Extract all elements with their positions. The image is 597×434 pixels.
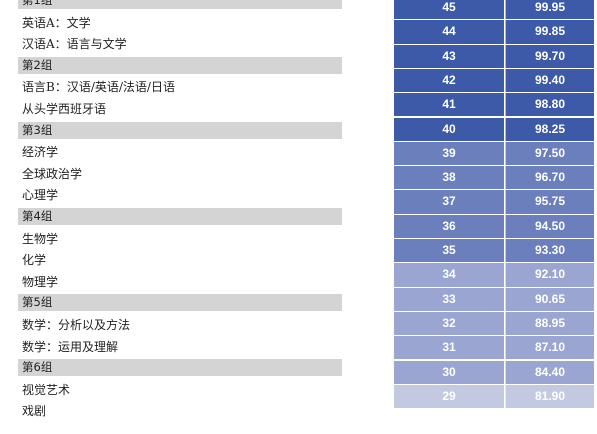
subject-item: 数学：分析以及方法 <box>22 318 131 332</box>
score-cell: 38 <box>394 166 504 190</box>
percentile-cell: 97.50 <box>505 141 594 166</box>
score-cell: 33 <box>394 287 504 311</box>
percentile-cell: 81.90 <box>505 384 594 409</box>
table-row: 41 98.80 <box>394 93 594 117</box>
score-cell: 31 <box>394 336 504 360</box>
score-cell: 42 <box>394 68 504 93</box>
subject-item: 心理学 <box>22 188 59 203</box>
table-row: 43 99.70 <box>394 44 594 68</box>
percentile-cell: 96.70 <box>505 166 594 190</box>
percentile-cell: 90.65 <box>505 287 594 311</box>
table-row: 35 93.30 <box>394 239 594 263</box>
group-header: 第5组 <box>18 294 342 312</box>
table-row: 45 99.95 <box>394 0 594 20</box>
subject-item: 语言B：汉语/英语/法语/日语 <box>22 80 175 95</box>
percentile-cell: 88.95 <box>505 311 594 336</box>
subject-item: 物理学 <box>22 274 59 289</box>
percentile-cell: 93.30 <box>505 239 594 263</box>
table-row: 44 99.85 <box>394 20 594 44</box>
subject-item: 经济学 <box>22 145 59 160</box>
percentile-cell: 95.75 <box>505 190 594 214</box>
table-row: 32 88.95 <box>394 311 594 336</box>
score-cell: 34 <box>394 263 504 287</box>
score-cell: 32 <box>394 311 504 336</box>
score-cell: 29 <box>394 384 504 409</box>
table-row: 29 81.90 <box>394 384 594 409</box>
percentile-cell: 87.10 <box>505 336 594 360</box>
table-row: 42 99.40 <box>394 68 594 93</box>
subject-item: 英语A：文学 <box>22 15 91 30</box>
score-cell: 43 <box>394 44 504 68</box>
subject-item: 汉语A：语言与文学 <box>22 37 127 52</box>
subject-item: 化学 <box>22 253 47 268</box>
table-row: 30 84.40 <box>394 360 594 384</box>
subject-item: 戏剧 <box>22 404 47 419</box>
score-cell: 39 <box>394 141 504 166</box>
subject-item: 视觉艺术 <box>22 382 71 397</box>
score-cell: 37 <box>394 190 504 214</box>
percentile-cell: 98.25 <box>505 117 594 141</box>
percentile-cell: 99.85 <box>505 20 594 44</box>
table-row: 39 97.50 <box>394 141 594 166</box>
group-header: 第1组 <box>18 0 342 9</box>
subject-item: 生物学 <box>22 231 59 246</box>
percentile-cell: 99.70 <box>505 44 594 68</box>
percentile-cell: 94.50 <box>505 214 594 238</box>
table-row: 38 96.70 <box>394 166 594 190</box>
table-row: 33 90.65 <box>394 287 594 311</box>
score-cell: 40 <box>394 117 504 141</box>
subject-item: 数学：运用及理解 <box>22 339 119 354</box>
table-row: 36 94.50 <box>394 214 594 238</box>
score-cell: 36 <box>394 214 504 238</box>
percentile-cell: 99.95 <box>505 0 594 20</box>
subject-item: 从头学西班牙语 <box>22 102 107 116</box>
score-cell: 41 <box>394 93 504 117</box>
table-row: 37 95.75 <box>394 190 594 214</box>
table-row: 34 92.10 <box>394 263 594 287</box>
group-header: 第6组 <box>18 359 342 377</box>
percentile-cell: 98.80 <box>505 93 594 117</box>
score-cell: 35 <box>394 239 504 263</box>
score-cell: 45 <box>394 0 504 20</box>
score-cell: 30 <box>394 360 504 384</box>
table-row: 40 98.25 <box>394 117 594 141</box>
group-header: 第3组 <box>18 121 342 139</box>
percentile-cell: 92.10 <box>505 263 594 287</box>
group-header: 第2组 <box>18 56 342 74</box>
percentile-cell: 99.40 <box>505 68 594 93</box>
table-row: 31 87.10 <box>394 336 594 360</box>
percentile-cell: 84.40 <box>505 360 594 384</box>
score-cell: 44 <box>394 20 504 44</box>
subject-item: 全球政治学 <box>22 166 83 181</box>
group-header: 第4组 <box>18 208 342 225</box>
